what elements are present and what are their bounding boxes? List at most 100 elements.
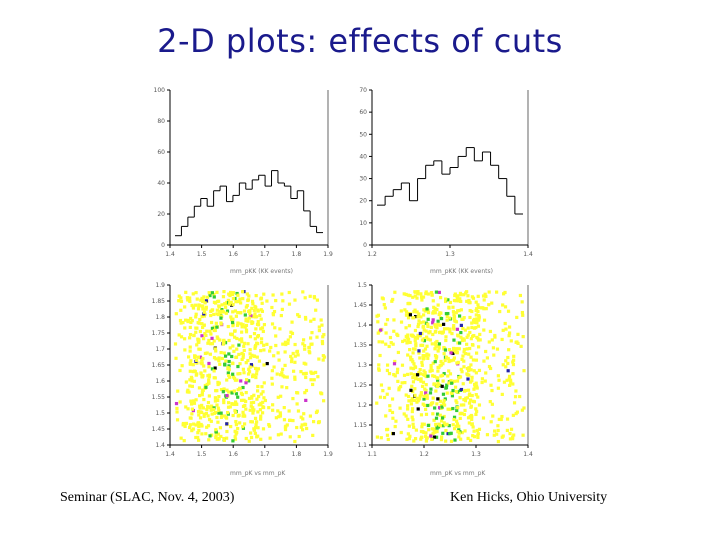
density-cell-2	[206, 341, 210, 345]
density-cell-2	[270, 382, 274, 386]
density-cell-2	[242, 348, 246, 353]
density-cell-3	[409, 366, 413, 370]
density-cell-3	[437, 383, 441, 387]
density-cell-3	[455, 327, 459, 331]
density-cell-3	[413, 347, 417, 351]
density-cell-3	[390, 410, 395, 415]
density-cell-2	[215, 403, 219, 407]
density-cell-3	[490, 388, 494, 393]
density-cell-2	[253, 344, 257, 349]
density-cell-2	[274, 416, 278, 420]
density-cell-3	[377, 340, 381, 344]
density-cell-3	[381, 389, 385, 393]
density-cell-3	[444, 338, 448, 343]
density-cell-3	[459, 403, 463, 407]
density-cell-2	[206, 424, 211, 428]
density-cell-2	[293, 354, 297, 358]
density-cell-2	[322, 333, 326, 337]
density-cell-3	[407, 324, 412, 328]
density-cell-2	[248, 335, 253, 339]
density-cell-2	[233, 309, 238, 313]
density-cell-2	[278, 411, 282, 415]
density-cell-3	[490, 402, 494, 406]
density-cell-3	[447, 359, 451, 364]
density-cell-2	[228, 346, 232, 350]
density-cell-2	[217, 408, 221, 413]
density-cell-3	[491, 346, 496, 350]
density-cell-2	[249, 363, 254, 367]
density-cell-2	[223, 305, 228, 309]
density-cell-3	[418, 372, 423, 376]
density-cell-3	[444, 429, 448, 433]
density-cell-3	[437, 406, 442, 410]
x-tick-label-0: 1.7	[260, 251, 270, 258]
density-cell-2	[260, 309, 265, 313]
density-cell-2	[293, 360, 297, 364]
density-cell-3	[425, 307, 429, 311]
density-cell-3	[440, 373, 445, 378]
density-cell-3	[424, 412, 429, 416]
density-cell-3	[385, 363, 390, 367]
density-cell-2	[230, 292, 235, 297]
density-cell-3	[476, 432, 480, 436]
density-cell-2	[248, 348, 252, 352]
y-tick-label-2: 1.75	[152, 330, 166, 337]
density-cell-3	[439, 403, 443, 407]
density-cell-3	[410, 407, 415, 411]
density-cell-2	[286, 341, 290, 345]
density-cell-2	[212, 292, 216, 297]
density-cell-3	[425, 352, 429, 356]
density-cell-3	[375, 435, 379, 439]
density-cell-2	[252, 393, 256, 397]
density-cell-3	[474, 300, 478, 304]
density-cell-2	[271, 293, 275, 297]
density-cell-2	[216, 432, 221, 436]
density-cell-2	[308, 294, 312, 298]
density-cell-3	[422, 349, 426, 353]
density-cell-3	[459, 335, 463, 339]
density-cell-3	[463, 352, 468, 356]
density-cell-2	[194, 315, 198, 319]
density-cell-3	[413, 373, 417, 377]
density-cell-2	[239, 322, 243, 326]
x-axis-label-2: mm_pK vs mm_pK	[230, 470, 286, 477]
density-cell-2	[194, 291, 198, 295]
density-cell-2	[216, 380, 220, 385]
density-cell-2	[198, 416, 203, 420]
density-cell-2	[209, 309, 213, 313]
density-cell-2	[251, 411, 255, 415]
density-cell-3	[505, 417, 510, 421]
density-cell-2	[190, 412, 194, 416]
density-cell-3	[470, 375, 474, 379]
density-cell-3	[475, 335, 479, 340]
density-cell-3	[398, 406, 402, 410]
density-cell-2	[260, 326, 265, 330]
density-cell-2	[248, 309, 252, 313]
density-cell-2	[281, 342, 285, 346]
density-cell-3	[434, 416, 439, 420]
density-cell-3	[508, 378, 513, 382]
density-cell-2	[236, 372, 240, 376]
density-cell-3	[480, 380, 484, 385]
density-cell-2	[206, 405, 210, 409]
density-cell-3	[375, 401, 379, 405]
density-cell-3	[477, 368, 482, 373]
x-tick-label-1: 1.4	[523, 251, 533, 258]
density-cell-3	[464, 291, 468, 295]
density-cell-3	[377, 367, 381, 371]
density-cell-2	[189, 399, 193, 403]
density-cell-2	[217, 395, 221, 399]
density-cell-2	[201, 406, 205, 410]
density-cell-3	[437, 342, 442, 346]
density-cell-2	[192, 422, 196, 426]
density-cell-2	[215, 335, 219, 339]
density-cell-3	[442, 421, 446, 425]
density-cell-2	[253, 374, 257, 378]
density-cell-2	[278, 413, 283, 417]
density-cell-3	[460, 370, 464, 374]
density-cell-3	[445, 383, 449, 387]
density-cell-2	[212, 356, 217, 360]
density-cell-2	[230, 333, 234, 337]
density-cell-3	[441, 431, 445, 435]
density-cell-3	[421, 380, 426, 384]
